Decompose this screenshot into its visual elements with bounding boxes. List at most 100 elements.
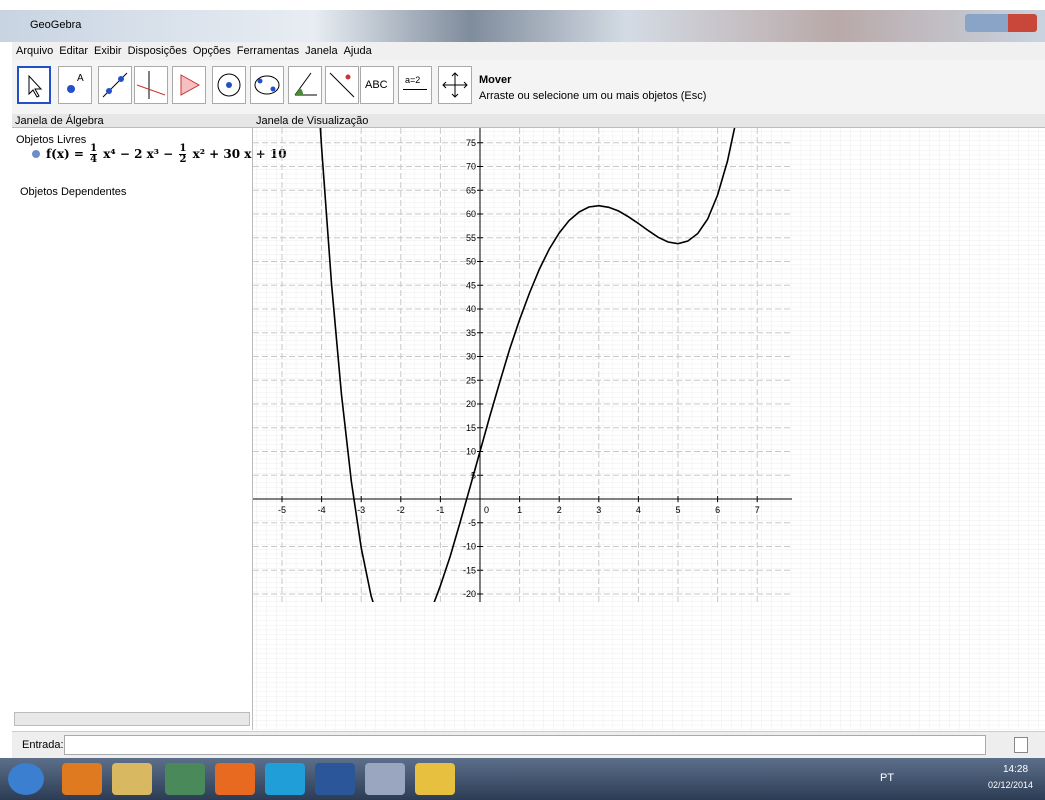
taskbar-app[interactable] xyxy=(365,763,405,795)
y-tick-label: 15 xyxy=(466,423,476,433)
plot: -5-4-3-2-1123456789101112131475706560555… xyxy=(253,128,792,602)
x-tick-label: -4 xyxy=(318,505,326,515)
y-tick-label: -15 xyxy=(463,565,476,575)
x-tick-label: 1 xyxy=(517,505,522,515)
window-controls[interactable] xyxy=(965,14,1037,32)
clock-time: 14:28 xyxy=(1003,764,1029,775)
panel-title: Janela de Visualização xyxy=(256,115,369,127)
x-tick-label: -2 xyxy=(397,505,405,515)
slider-tool[interactable]: a=2 xyxy=(398,66,432,104)
taskbar: PT 14:28 02/12/2014 xyxy=(0,758,1045,800)
x-tick-label: -1 xyxy=(436,505,444,515)
y-tick-label: 10 xyxy=(466,447,476,457)
svg-text:A: A xyxy=(77,73,84,84)
move-view-tool[interactable] xyxy=(438,66,472,104)
input-field[interactable] xyxy=(64,735,986,755)
y-tick-label: 40 xyxy=(466,304,476,314)
menu-bar: Arquivo Editar Exibir Disposições Opções Ferr… xyxy=(12,42,1045,60)
menu-item[interactable]: Janela xyxy=(305,45,338,57)
function-curve xyxy=(319,128,736,602)
graphics-header: Janela de Visualização xyxy=(253,114,1045,128)
menu-item[interactable]: Disposições xyxy=(127,45,187,57)
numerator: 1 xyxy=(90,143,98,155)
point-tool[interactable]: A xyxy=(58,66,92,104)
tool-label: ABC xyxy=(365,79,388,91)
y-tick-label: 30 xyxy=(466,352,476,362)
menu-item[interactable]: Exibir xyxy=(94,45,122,57)
tool-label: a=2 xyxy=(405,75,421,85)
y-tick-label: 60 xyxy=(466,209,476,219)
formula-text: x⁴ − 2 x³ − xyxy=(103,147,174,161)
polygon-tool[interactable] xyxy=(172,66,206,104)
y-tick-label: 75 xyxy=(466,138,476,148)
y-tick-label: -10 xyxy=(463,542,476,552)
line-tool[interactable] xyxy=(98,66,132,104)
menu-item[interactable]: Ferramentas xyxy=(236,45,300,57)
icon xyxy=(442,72,468,98)
panel-title: Janela de Álgebra xyxy=(15,115,104,127)
taskbar-app[interactable] xyxy=(215,763,255,795)
icon xyxy=(136,71,166,99)
input-bar: Entrada: xyxy=(12,731,1045,758)
icon xyxy=(294,72,317,96)
menu-item[interactable]: Editar xyxy=(59,45,89,57)
y-tick-label: 55 xyxy=(466,233,476,243)
tool-help: Arraste ou selecione um ou mais objetos … xyxy=(479,90,707,102)
taskbar-app[interactable] xyxy=(112,763,152,795)
language: PT xyxy=(880,772,895,784)
title-bar: GeoGebra xyxy=(0,10,1045,42)
reflect-tool[interactable] xyxy=(325,66,359,104)
icon xyxy=(254,75,280,95)
menu-item[interactable]: Arquivo xyxy=(16,45,54,57)
scrollbar[interactable] xyxy=(14,712,250,726)
x-tick-label: 2 xyxy=(557,505,562,515)
visibility-toggle[interactable] xyxy=(32,150,40,158)
minor-grid xyxy=(253,128,1045,730)
icon: A xyxy=(67,73,84,93)
y-tick-label: -5 xyxy=(468,518,476,528)
menu-item[interactable]: Ajuda xyxy=(343,45,372,57)
y-tick-label: 45 xyxy=(466,280,476,290)
tree-node[interactable]: Objetos Livres xyxy=(16,134,87,146)
denominator: 2 xyxy=(179,154,187,165)
circle-tool[interactable] xyxy=(212,66,246,104)
x-tick-label: -3 xyxy=(357,505,365,515)
denominator: 4 xyxy=(90,154,98,165)
move-tool[interactable] xyxy=(17,66,51,104)
taskbar-app[interactable] xyxy=(62,763,102,795)
tool-name: Mover xyxy=(479,74,512,86)
taskbar-app[interactable] xyxy=(165,763,205,795)
origin-label: 0 xyxy=(484,505,489,515)
x-tick-label: 7 xyxy=(755,505,760,515)
y-tick-label: 70 xyxy=(466,162,476,172)
window-title: GeoGebra xyxy=(30,19,82,31)
start-button[interactable] xyxy=(8,763,44,795)
y-tick-label: 35 xyxy=(466,328,476,338)
clock-date: 02/12/2014 xyxy=(988,780,1034,790)
icon xyxy=(180,74,201,96)
x-tick-label: 5 xyxy=(675,505,680,515)
text-tool[interactable]: ABC xyxy=(360,66,394,104)
x-tick-label: 6 xyxy=(715,505,720,515)
x-tick-label: 3 xyxy=(596,505,601,515)
taskbar-app[interactable] xyxy=(265,763,305,795)
toolbar: A ABC a=2 Mover Arraste ou selecione um … xyxy=(12,60,1045,115)
menu-item[interactable]: Opções xyxy=(192,45,231,57)
conic-tool[interactable] xyxy=(250,66,284,104)
formula-text: f(x) = xyxy=(46,147,84,161)
tree-node[interactable]: Objetos Dependentes xyxy=(20,186,127,198)
angle-tool[interactable] xyxy=(288,66,322,104)
taskbar-app[interactable] xyxy=(315,763,355,795)
perpendicular-tool[interactable] xyxy=(134,66,168,104)
help-button[interactable] xyxy=(1014,737,1028,753)
icon xyxy=(403,89,427,90)
y-tick-label: 25 xyxy=(466,375,476,385)
icon xyxy=(217,73,241,97)
y-tick-label: 65 xyxy=(466,185,476,195)
taskbar-app[interactable] xyxy=(415,763,455,795)
